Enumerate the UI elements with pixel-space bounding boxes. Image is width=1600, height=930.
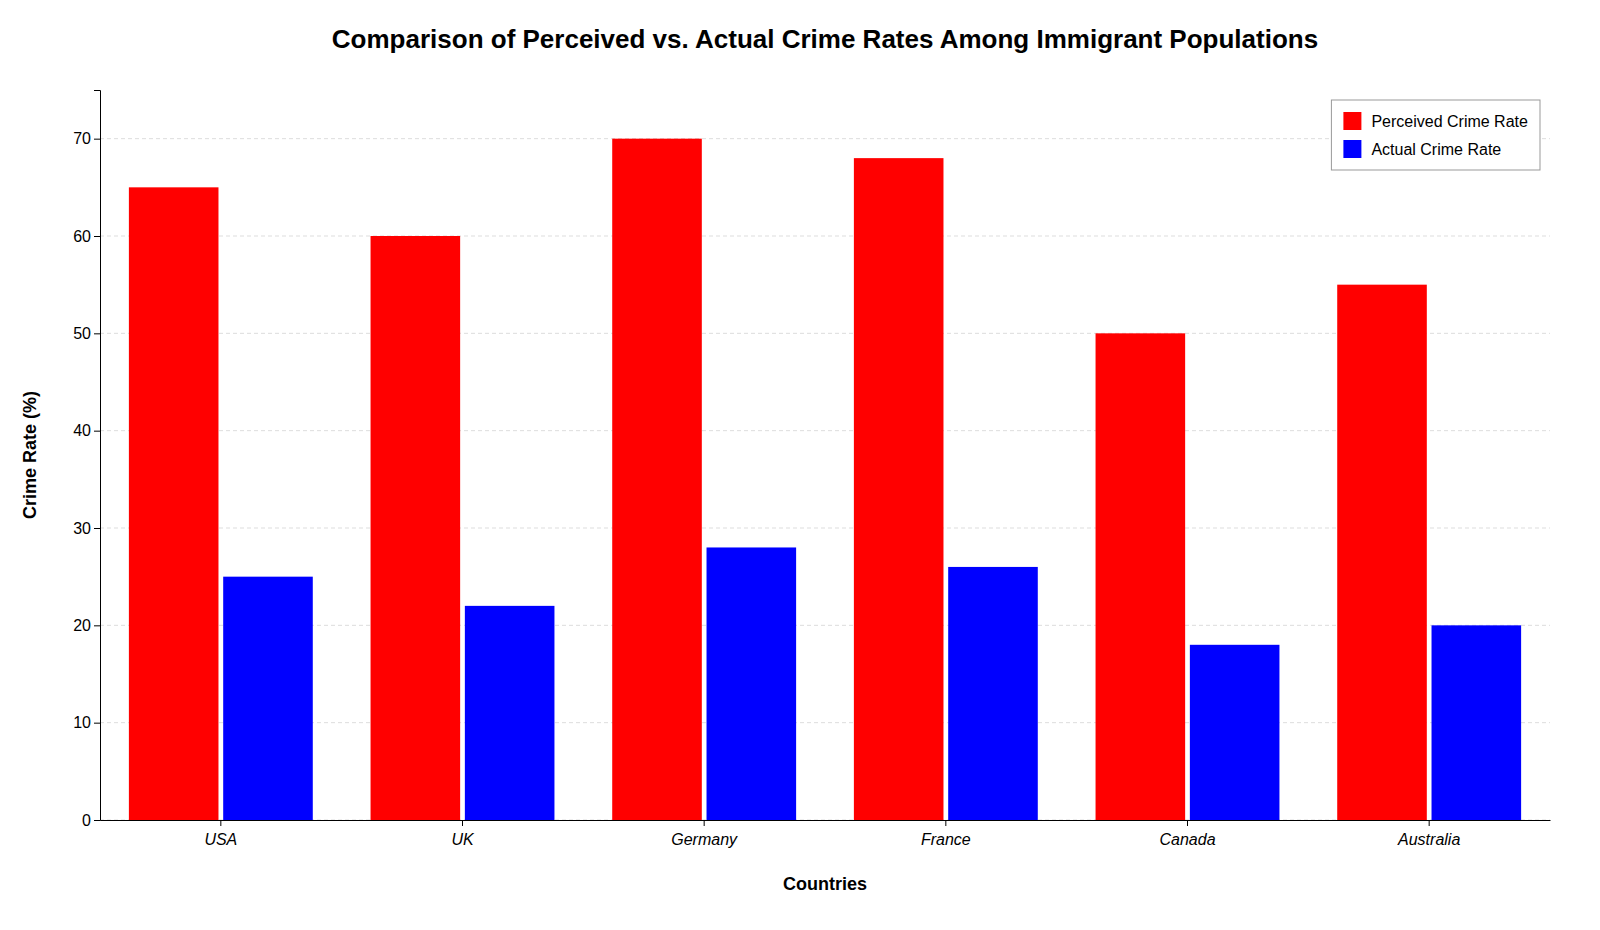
legend: Perceived Crime Rate Actual Crime Rate: [1331, 100, 1540, 170]
tick-mark: [945, 820, 946, 826]
chart: USA UK Germany France Canada Australia 0 10 20 30…: [0, 0, 1600, 930]
tick-mark: [94, 625, 100, 626]
y-tick-label: 50: [73, 325, 91, 342]
bar: [1096, 333, 1186, 820]
bar: [1190, 645, 1280, 820]
y-tick-label: 60: [73, 228, 91, 245]
x-tick-label: Australia: [1397, 831, 1460, 848]
y-axis: 0 10 20 30 40 50 60 70: [73, 91, 100, 829]
bar: [948, 567, 1038, 820]
bar: [1432, 625, 1522, 820]
bar: [1337, 285, 1427, 820]
legend-label: Perceived Crime Rate: [1371, 113, 1528, 130]
bar: [371, 236, 461, 820]
grid-line: [100, 333, 1550, 334]
tick-mark: [94, 236, 100, 237]
tick-mark: [94, 139, 100, 140]
bar: [854, 158, 944, 820]
grid-line: [100, 430, 1550, 431]
legend-frame: [1331, 100, 1540, 170]
bar: [129, 187, 219, 820]
x-tick-label: Germany: [671, 831, 738, 848]
tick-mark: [94, 333, 100, 334]
legend-swatch: [1343, 140, 1361, 158]
tick-mark: [704, 820, 705, 826]
y-tick: 60: [73, 228, 100, 245]
x-axis-label: Countries: [783, 874, 867, 894]
x-tick-label: France: [921, 831, 971, 848]
x-tick-label: UK: [451, 831, 475, 848]
y-tick-label: 30: [73, 520, 91, 537]
tick-mark: [220, 820, 221, 826]
tick-mark: [1187, 820, 1188, 826]
bar-series: [129, 139, 1427, 820]
y-tick: 20: [73, 617, 100, 634]
bar: [465, 606, 555, 820]
x-tick: Canada: [1159, 820, 1215, 848]
legend-label: Actual Crime Rate: [1371, 141, 1501, 158]
grid-line: [100, 820, 1550, 821]
x-tick: Germany: [671, 820, 738, 848]
y-tick-label: 20: [73, 617, 91, 634]
y-tick-label: 40: [73, 422, 91, 439]
y-tick-label: 0: [82, 812, 91, 829]
grid-line: [100, 236, 1550, 237]
title: Comparison of Perceived vs. Actual Crime…: [332, 24, 1318, 54]
x-tick: UK: [451, 820, 475, 848]
tick-mark: [94, 528, 100, 529]
bar-series: [223, 547, 1521, 820]
y-tick-label: 70: [73, 130, 91, 147]
bar: [707, 547, 797, 820]
y-tick: 0: [82, 812, 100, 829]
x-tick: USA: [204, 820, 237, 848]
legend-item: Perceived Crime Rate: [1343, 112, 1528, 130]
grid: [100, 139, 1550, 820]
tick-mark: [94, 723, 100, 724]
y-tick: 30: [73, 520, 100, 537]
y-tick: 50: [73, 325, 100, 342]
grid-line: [100, 625, 1550, 626]
tick-mark: [94, 820, 100, 821]
tick-mark: [1429, 820, 1430, 826]
tick-mark: [462, 820, 463, 826]
y-tick: 10: [73, 714, 100, 731]
legend-swatch: [1343, 112, 1361, 130]
y-axis-label: Crime Rate (%): [20, 391, 40, 519]
y-tick: 40: [73, 422, 100, 439]
grid-line: [100, 722, 1550, 723]
y-tick-label: 10: [73, 714, 91, 731]
bar: [612, 139, 702, 820]
y-tick: 70: [73, 130, 100, 147]
x-tick-label: USA: [204, 831, 237, 848]
x-tick-label: Canada: [1159, 831, 1215, 848]
axis-line: [101, 820, 1551, 821]
x-axis: USA UK Germany France Canada Australia: [101, 820, 1551, 848]
grid-line: [100, 528, 1550, 529]
axis-line: [94, 91, 101, 821]
legend-item: Actual Crime Rate: [1343, 140, 1501, 158]
x-tick: France: [921, 820, 971, 848]
bars: [129, 139, 1521, 820]
x-tick: Australia: [1397, 820, 1460, 848]
tick-mark: [94, 431, 100, 432]
bar: [223, 577, 313, 820]
plot-area: USA UK Germany France Canada Australia 0 10 20 30…: [73, 91, 1550, 849]
